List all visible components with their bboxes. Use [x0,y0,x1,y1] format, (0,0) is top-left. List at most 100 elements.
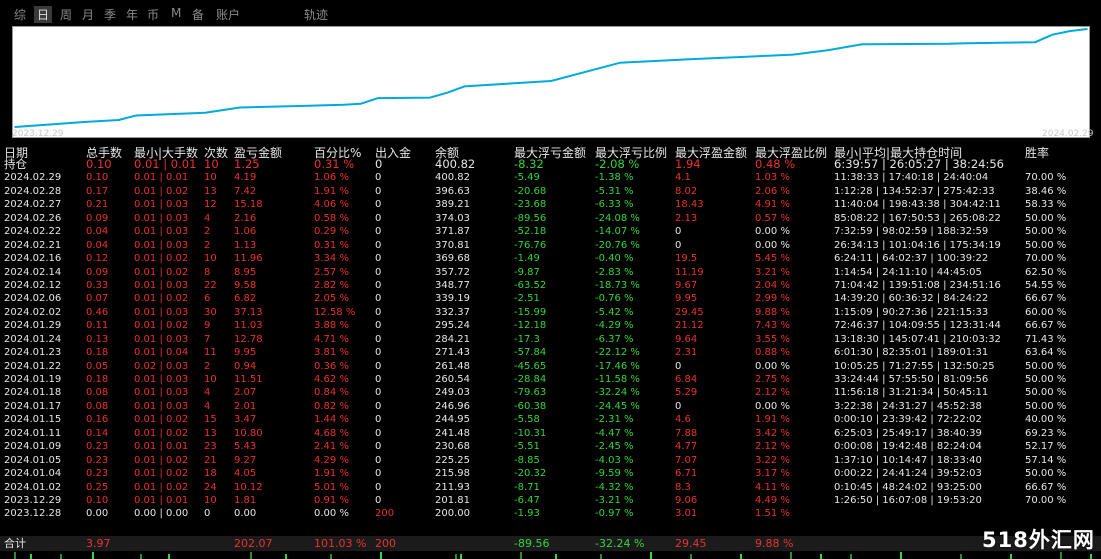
tab-4[interactable]: 季 [104,8,117,22]
cell-pct: 4.71 % [314,333,349,345]
tab-1[interactable]: 日 [34,6,53,23]
cell-win: 66.67 % [1025,293,1067,305]
cell-ddp: -2.83 % [595,266,634,278]
cell-win: 71.43 % [1025,333,1067,345]
equity-line [14,28,1088,128]
cell-fp: 21.12 [675,320,704,332]
cell-date: 2024.01.17 [4,400,62,412]
tab-9[interactable]: 账户 [216,8,241,22]
cell-pnl: 10.12 [234,481,263,493]
cell-fpp: 2.75 % [755,374,790,385]
cell-io: 0 [375,414,382,426]
column-header-9: 最大浮亏比例 [595,146,668,160]
cell-date: 2024.02.14 [4,266,62,278]
cell-bal: 215.98 [435,468,470,480]
mini-bar [600,554,602,559]
cell-fpp: 2.12 % [755,387,790,399]
cell-io: 0 [375,172,382,184]
cell-date: 2024.01.22 [4,360,62,372]
tab-6[interactable]: 币 [147,8,160,22]
cell-dd: -2.51 [514,293,540,305]
equity-point [965,42,967,45]
cell-fp: 6.71 [675,468,698,480]
equity-point [135,114,137,117]
cell-date: 2023.12.29 [4,494,62,506]
cell-io: 0 [375,400,382,412]
cell-minmax: 0.01 | 0.02 [134,266,189,278]
mini-bar [168,554,170,559]
total-max-drawdown-pct: -32.24 % [595,537,645,550]
cell-date: 2024.01.19 [4,374,62,385]
cell-minmax: 0.01 | 0.04 [134,347,189,359]
tab-3[interactable]: 月 [82,8,95,22]
cell-bal: 370.81 [435,239,470,251]
column-header-11: 最大浮盈比例 [755,146,828,160]
table-row: 2024.02.16 0.12 0.01 | 0.02 10 11.96 3.34 % 0 3… [0,252,1101,265]
cell-count: 13 [204,185,217,197]
table-row: 2024.01.29 0.11 0.01 | 0.02 9 11.03 3.88 % 0 29… [0,319,1101,332]
cell-date: 2024.01.24 [4,333,62,345]
cell-count: 13 [204,427,217,439]
cell-win: 50.00 % [1025,226,1067,238]
cell-pnl: 10.80 [234,427,263,439]
cell-pct: 0.31 % [314,157,355,171]
cell-win: 57.14 % [1025,454,1067,466]
tab-7[interactable]: M [171,6,182,20]
cell-ddp: -4.29 % [595,320,634,332]
cell-count: 2 [204,360,211,372]
cell-ddp: -14.07 % [595,226,640,238]
cell-hold: 85:08:22 | 167:50:53 | 265:08:22 [834,212,1001,224]
cell-dd: -23.68 [514,199,547,211]
cell-win: 54.55 % [1025,279,1067,291]
mini-bar [140,554,142,559]
cell-dd: -17.3 [514,333,540,345]
cell-date: 2024.01.05 [4,454,62,466]
cell-dd: -8.32 [514,157,544,171]
cell-fpp: 0.00 % [755,226,790,238]
cell-lots: 0.12 [86,253,109,265]
cell-io: 0 [375,427,382,439]
cell-bal: 374.03 [435,212,470,224]
cell-date: 2024.01.15 [4,414,62,426]
tab-8[interactable]: 备 [192,8,205,22]
cell-pct: 0.00 % [314,508,349,520]
cell-ddp: -22.12 % [595,347,640,359]
cell-lots: 0.08 [86,387,109,399]
cell-count: 22 [204,279,217,291]
cell-fpp: 0.88 % [755,347,790,359]
cell-fp: 8.3 [675,481,691,493]
cell-lots: 0.21 [86,199,109,211]
tab-0[interactable]: 综 [14,8,27,22]
cell-count: 6 [204,293,211,305]
cell-count: 4 [204,400,211,412]
cell-lots: 0.23 [86,454,109,466]
tab-5[interactable]: 年 [126,8,139,22]
cell-pnl: 11.51 [234,374,263,385]
cell-dd: -52.18 [514,226,547,238]
cell-lots: 0.13 [86,333,109,345]
cell-io: 0 [375,360,382,372]
cell-ddp: -3.21 % [595,494,634,506]
cell-bal: 260.54 [435,374,470,385]
cell-dd: -57.84 [514,347,547,359]
cell-date: 2024.02.28 [4,185,62,197]
cell-lots: 0.07 [86,293,109,305]
daily-stats-table: 持仓 0.10 0.01 | 0.01 10 1.25 0.31 % 0 400.82 -8.3… [0,157,1101,521]
cell-bal: 369.68 [435,253,470,265]
tab-10[interactable]: 轨迹 [304,8,329,22]
cell-bal: 332.37 [435,306,470,318]
cell-hold: 0:10:45 | 48:24:02 | 93:25:00 [834,481,982,493]
table-row: 2024.01.09 0.23 0.01 | 0.01 23 5.43 2.41 % 0 23… [0,440,1101,453]
equity-point [861,43,863,46]
cell-pnl: 1.81 [234,494,257,506]
tab-2[interactable]: 周 [60,8,73,22]
cell-ddp: -0.76 % [595,293,634,305]
cell-io: 0 [375,226,382,238]
column-header-13: 胜率 [1025,146,1050,160]
cell-pnl: 0.94 [234,360,257,372]
column-header-2: 最小|大手数 [134,146,199,160]
cell-bal: 400.82 [435,157,476,171]
cell-lots: 0.09 [86,266,109,278]
table-row: 2024.01.15 0.16 0.01 | 0.02 15 3.47 1.44 % 0 24… [0,413,1101,426]
table-row: 2024.01.11 0.14 0.01 | 0.02 13 10.80 4.68 % 0 2… [0,427,1101,440]
